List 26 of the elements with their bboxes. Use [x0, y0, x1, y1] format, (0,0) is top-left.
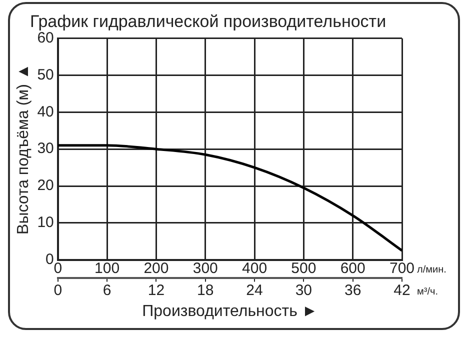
y-axis-title: Высота подъёма (м) ▲ — [15, 64, 32, 234]
x-tick-label: 500 — [291, 260, 316, 277]
x2-tick-label: 42 — [394, 282, 410, 299]
chart-title: График гидравлической производительности — [30, 12, 386, 31]
y-tick-label: 40 — [37, 103, 54, 120]
x2-tick-label: 24 — [246, 282, 263, 299]
y-tick-label: 10 — [37, 214, 54, 232]
x-axis-title: Производительность ► — [142, 302, 318, 320]
x-tick-label: 100 — [94, 260, 120, 277]
x2-tick-label: 12 — [148, 282, 165, 299]
y-tick-label: 20 — [37, 177, 54, 194]
x2-tick-label: 36 — [344, 282, 362, 299]
line-series — [58, 144, 402, 252]
x-tick-label: 600 — [340, 260, 366, 277]
x2-tick-label: 6 — [102, 282, 112, 299]
text: м³/ч. — [417, 286, 438, 298]
x-tick-label: 300 — [192, 260, 218, 277]
y-tick-label: 60 — [37, 30, 54, 47]
y-tick-label: 50 — [37, 66, 54, 84]
y-tick-label: 30 — [37, 140, 54, 158]
x2-tick-label: 30 — [295, 282, 312, 299]
x-tick-label: 700 — [389, 260, 415, 277]
x2-tick-label: 18 — [197, 282, 214, 299]
x-tick-label: 400 — [242, 260, 268, 277]
text: л/мин. — [417, 264, 446, 276]
x-tick-label: 200 — [144, 260, 169, 277]
